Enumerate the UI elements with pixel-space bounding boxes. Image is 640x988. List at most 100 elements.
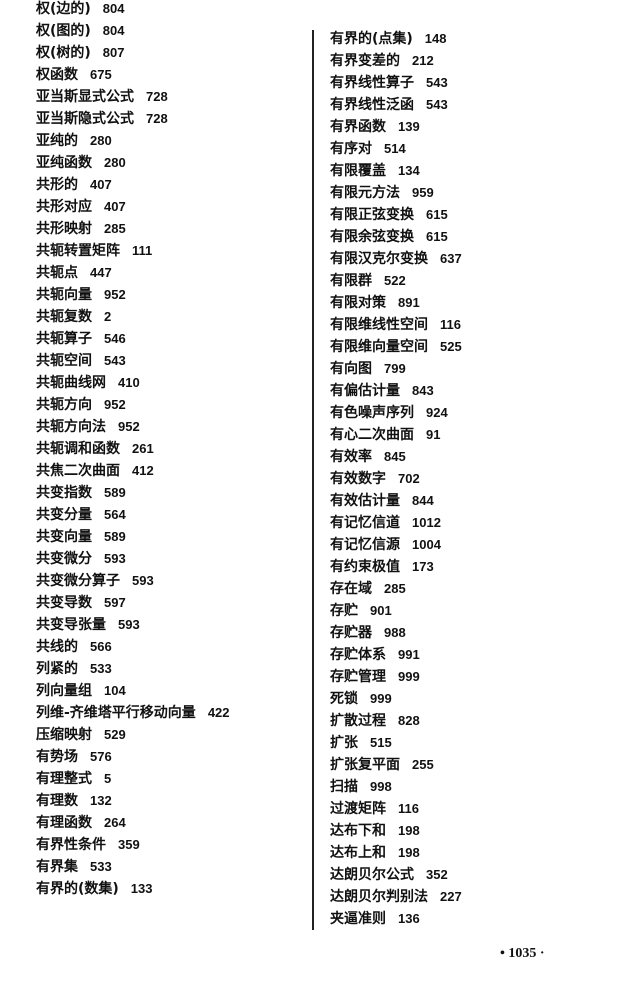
index-term: 存贮管理 <box>330 669 386 685</box>
index-entry: 有限正弦变换 615 <box>330 204 462 226</box>
index-term: 共轭点 <box>36 265 78 281</box>
index-page: 597 <box>104 595 126 610</box>
index-entry: 共变指数 589 <box>36 482 230 504</box>
index-page: 675 <box>90 67 112 82</box>
index-term: 有限群 <box>330 273 372 289</box>
index-page: 529 <box>104 727 126 742</box>
index-entry: 有序对 514 <box>330 138 462 160</box>
index-page: 522 <box>384 273 406 288</box>
index-entry: 有限维线性空间 116 <box>330 314 462 336</box>
index-entry: 有界性条件 359 <box>36 834 230 856</box>
index-term: 亚当斯隐式公式 <box>36 111 134 127</box>
index-page: 173 <box>412 559 434 574</box>
index-entry: 有偏估计量 843 <box>330 380 462 402</box>
index-page: 804 <box>102 23 125 38</box>
index-page: 615 <box>426 229 448 244</box>
index-entry: 共轭方向法 952 <box>36 416 230 438</box>
index-entry: 有界变差的 212 <box>330 50 462 72</box>
index-page: 589 <box>104 485 126 500</box>
index-entry: 扩散过程 828 <box>330 710 462 732</box>
index-entry: 共轭方向 952 <box>36 394 230 416</box>
index-entry: 有限对策 891 <box>330 292 462 314</box>
index-term: 扫描 <box>330 779 358 795</box>
index-entry: 共轭转置矩阵 111 <box>36 240 230 262</box>
index-entry: 共轭空间 543 <box>36 350 230 372</box>
index-term: 权(树的) <box>36 45 91 61</box>
index-page: 546 <box>104 331 126 346</box>
index-entry: 存贮管理 999 <box>330 666 462 688</box>
index-entry: 共线的 566 <box>36 636 230 658</box>
index-page: 514 <box>384 141 406 156</box>
index-page: 1012 <box>412 515 441 530</box>
index-term: 共轭空间 <box>36 353 92 369</box>
index-entry: 共轭算子 546 <box>36 328 230 350</box>
index-page: 998 <box>370 779 392 794</box>
index-entry: 共变向量 589 <box>36 526 230 548</box>
index-term: 共变指数 <box>36 485 92 501</box>
index-term: 共形对应 <box>36 199 92 215</box>
index-term: 有限维向量空间 <box>330 339 428 355</box>
index-term: 有约束极值 <box>330 559 400 575</box>
index-entry: 共变导张量 593 <box>36 614 230 636</box>
index-term: 达布上和 <box>330 845 386 861</box>
index-entry: 共轭点 447 <box>36 262 230 284</box>
index-term: 有效估计量 <box>330 493 400 509</box>
index-entry: 有界线性泛函 543 <box>330 94 462 116</box>
index-entry: 有势场 576 <box>36 746 230 768</box>
index-term: 有限汉克尔变换 <box>330 251 428 267</box>
index-term: 有序对 <box>330 141 372 157</box>
index-entry: 有记忆信道 1012 <box>330 512 462 534</box>
index-page: 139 <box>398 119 420 134</box>
index-page: 799 <box>384 361 406 376</box>
index-term: 扩散过程 <box>330 713 386 729</box>
index-term: 共形的 <box>36 177 78 193</box>
index-term: 共形映射 <box>36 221 92 237</box>
index-page: 593 <box>132 573 154 588</box>
index-entry: 有限余弦变换 615 <box>330 226 462 248</box>
index-entry: 存贮器 988 <box>330 622 462 644</box>
index-term: 共轭转置矩阵 <box>36 243 120 259</box>
index-page: 2 <box>104 309 112 324</box>
index-term: 共变导数 <box>36 595 92 611</box>
index-page: 525 <box>440 339 462 354</box>
index-term: 有势场 <box>36 749 78 765</box>
index-page: 285 <box>384 581 406 596</box>
index-page: 843 <box>412 383 434 398</box>
index-term: 亚当斯显式公式 <box>36 89 134 105</box>
index-page: 543 <box>426 75 448 90</box>
index-page: 132 <box>90 793 112 808</box>
index-page: 533 <box>90 859 112 874</box>
index-page: 566 <box>90 639 112 654</box>
index-entry: 存在域 285 <box>330 578 462 600</box>
index-page: 804 <box>102 1 125 16</box>
index-term: 有限维线性空间 <box>330 317 428 333</box>
index-page: 148 <box>424 31 447 46</box>
index-page: 134 <box>398 163 420 178</box>
index-term: 共轭算子 <box>36 331 92 347</box>
index-entry: 有理数 132 <box>36 790 230 812</box>
index-entry: 有约束极值 173 <box>330 556 462 578</box>
index-page: 988 <box>384 625 406 640</box>
index-page: 807 <box>102 45 125 60</box>
index-entry: 达朗贝尔判别法 227 <box>330 886 462 908</box>
index-entry: 权(图的) 804 <box>36 20 230 42</box>
index-term: 权(图的) <box>36 23 91 39</box>
index-entry: 死锁 999 <box>330 688 462 710</box>
index-page: 952 <box>104 287 126 302</box>
index-column-right: 有界的(点集) 148 有界变差的 212 有界线性算子 543 有界线性泛函 543 有界函数… <box>330 28 462 930</box>
index-term: 达朗贝尔判别法 <box>330 889 428 905</box>
index-page: 543 <box>104 353 126 368</box>
index-entry: 亚纯的 280 <box>36 130 230 152</box>
index-page: 637 <box>440 251 462 266</box>
index-entry: 有色噪声序列 924 <box>330 402 462 424</box>
index-entry: 权(树的) 807 <box>36 42 230 64</box>
index-page: 533 <box>90 661 112 676</box>
index-entry: 有限汉克尔变换 637 <box>330 248 462 270</box>
index-page: 104 <box>104 683 126 698</box>
index-entry: 有心二次曲面 91 <box>330 424 462 446</box>
index-term: 共变微分算子 <box>36 573 120 589</box>
index-page: 407 <box>90 177 112 192</box>
index-page: 891 <box>398 295 420 310</box>
index-term: 列向量组 <box>36 683 92 699</box>
index-entry: 压缩映射 529 <box>36 724 230 746</box>
